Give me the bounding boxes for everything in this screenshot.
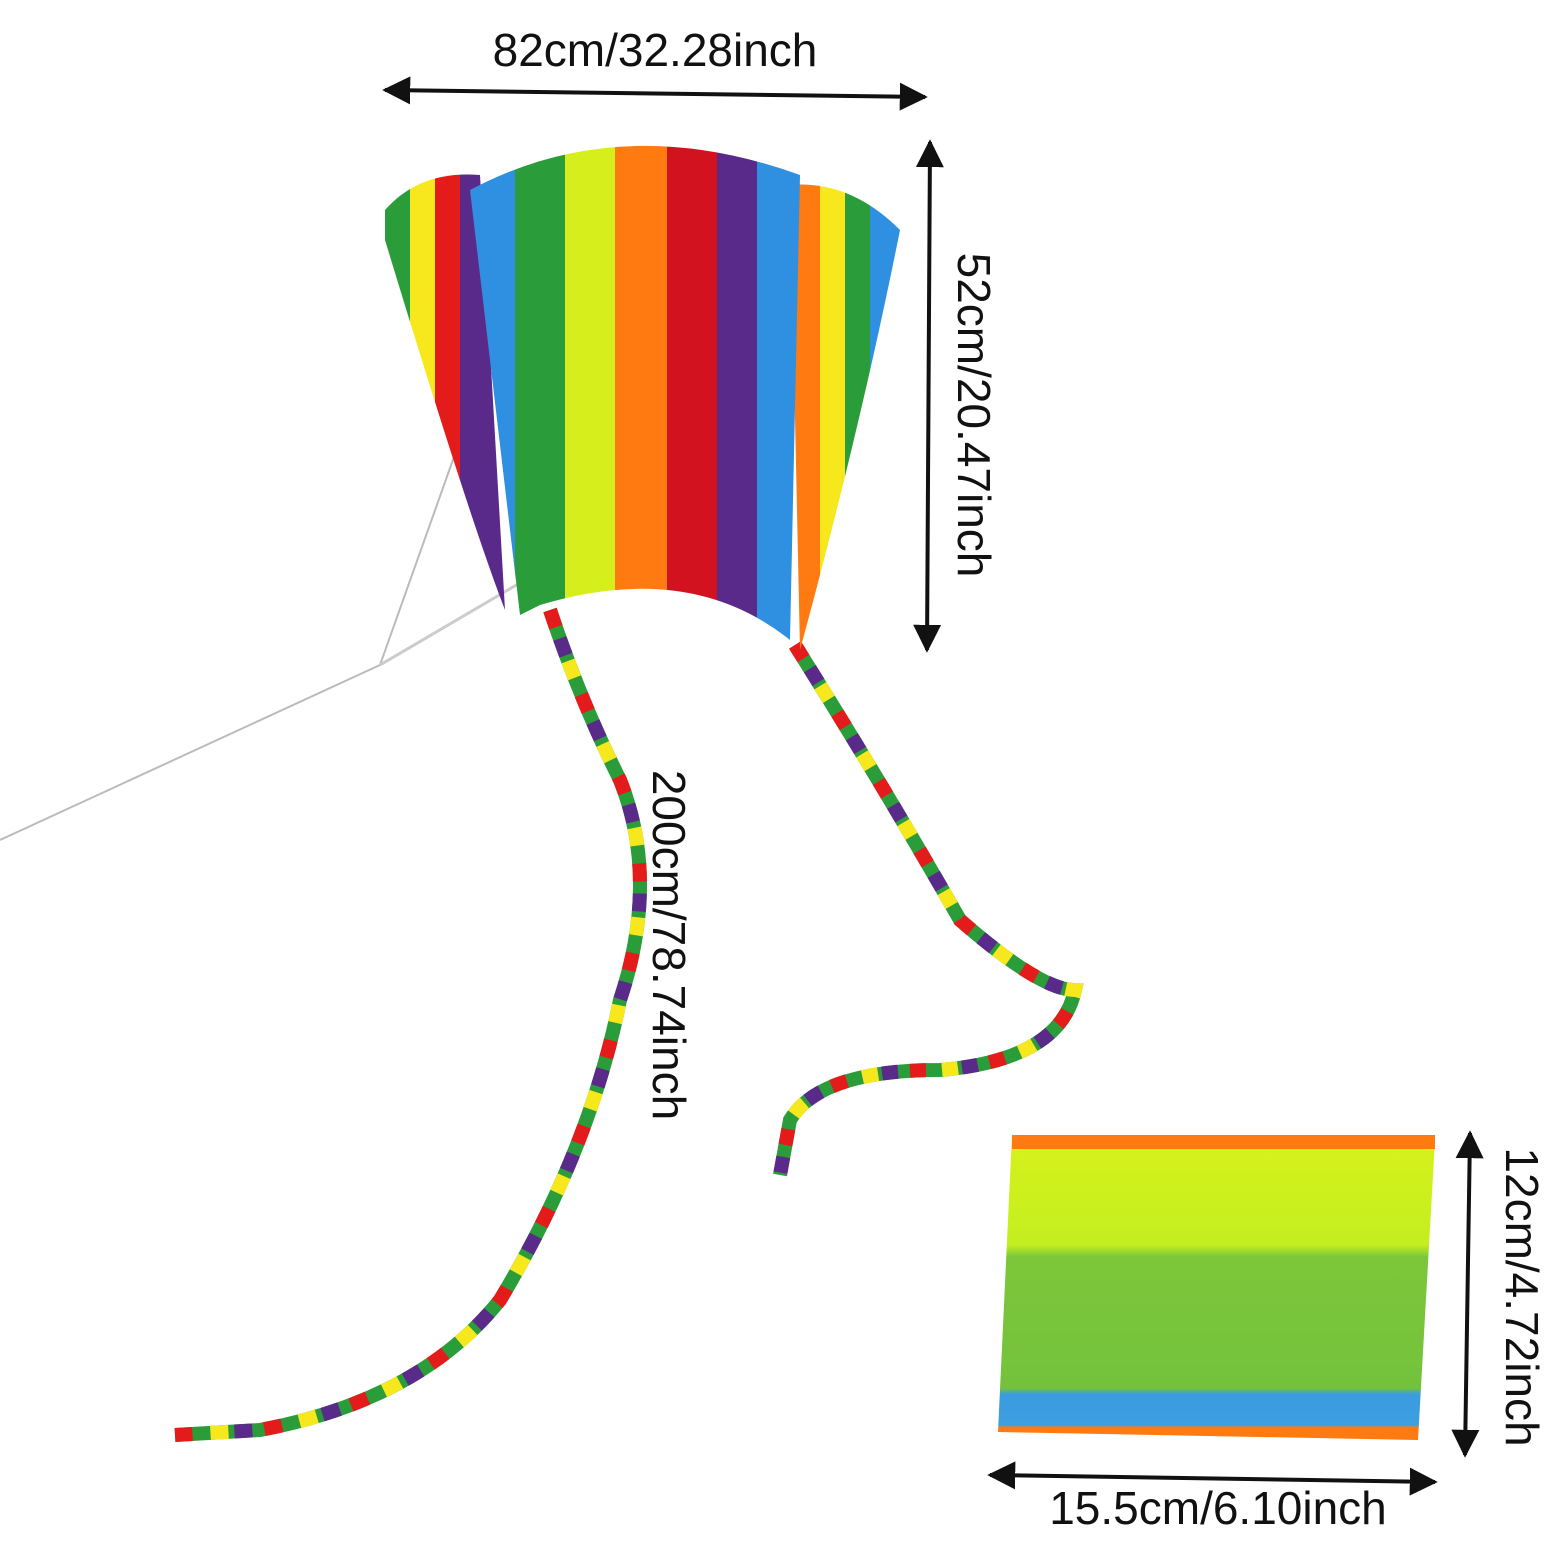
kite-canopy (470, 145, 800, 640)
dimension-arrow (382, 76, 928, 111)
bridle (379, 439, 461, 666)
pouch (998, 1135, 1435, 1440)
width-label: 82cm/32.28inch (493, 24, 818, 76)
dimension-arrow (1451, 1130, 1484, 1458)
kite-wing (790, 184, 900, 650)
height-label: 52cm/20.47inch (948, 253, 1000, 578)
pouch-height-label: 12cm/4.72inch (1496, 1147, 1548, 1446)
tails (174, 607, 1084, 1442)
pouch-edge (1012, 1135, 1435, 1149)
pouch-width-label: 15.5cm/6.10inch (1049, 1482, 1387, 1534)
dimension-arrow (987, 1461, 1438, 1496)
dimension-arrow (913, 139, 944, 653)
tail-label: 200cm/78.74inch (643, 770, 695, 1120)
kite-line (0, 664, 381, 841)
